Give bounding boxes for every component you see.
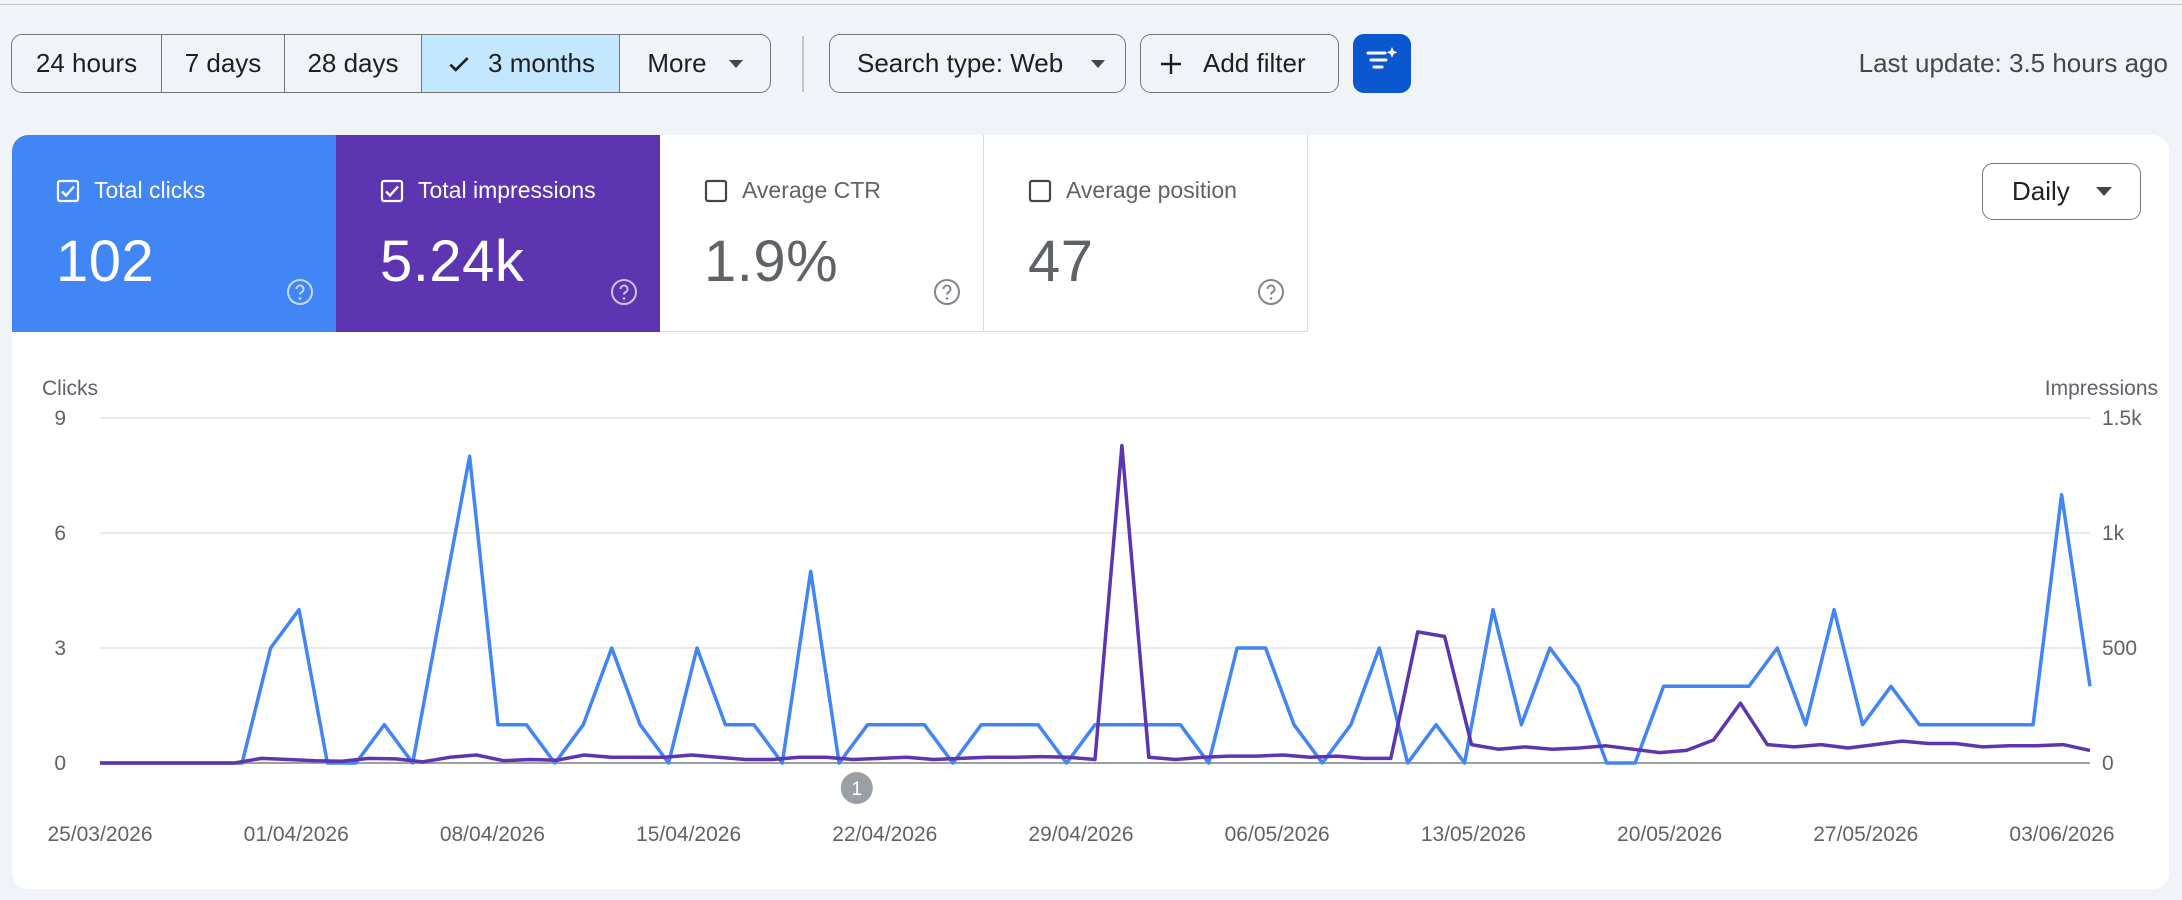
metric-value: 102 [56, 229, 155, 294]
metric-value: 47 [1028, 229, 1094, 294]
metric-total-clicks[interactable]: Total clicks 102 [12, 135, 336, 332]
range-24-hours-button[interactable]: 24 hours [12, 35, 162, 92]
metric-total-impressions[interactable]: Total impressions 5.24k [336, 135, 660, 332]
check-icon [446, 51, 472, 77]
y-left-tick-label: 0 [54, 752, 66, 775]
x-tick-label: 27/05/2026 [1813, 823, 1918, 846]
metric-value: 1.9% [704, 229, 839, 294]
checkbox-checked-icon[interactable] [380, 179, 404, 203]
ai-filter-button[interactable] [1353, 34, 1411, 93]
sparkle-filter-icon [1365, 44, 1399, 83]
checkbox-unchecked-icon[interactable] [1028, 179, 1052, 203]
y-right-tick-label: 500 [2102, 637, 2137, 660]
series-line-clicks [100, 454, 2092, 765]
caret-down-icon [1091, 59, 1106, 68]
y-right-tick-label: 0 [2102, 752, 2114, 775]
y-axis-left-title: Clicks [42, 377, 98, 400]
y-right-tick-label: 1.5k [2102, 407, 2142, 430]
annotation-marker-circle [840, 772, 873, 804]
top-divider [0, 4, 2182, 5]
x-tick-label: 22/04/2026 [832, 823, 937, 846]
date-range-selector: 24 hours 7 days 28 days 3 months More [11, 34, 771, 93]
performance-card: Total clicks 102 Total impressions 5.24k… [12, 135, 2169, 889]
help-icon[interactable] [933, 278, 961, 306]
y-left-tick-label: 6 [54, 522, 66, 545]
x-tick-label: 06/05/2026 [1225, 823, 1330, 846]
checkbox-checked-icon[interactable] [56, 179, 80, 203]
x-tick-label: 29/04/2026 [1028, 823, 1133, 846]
y-left-tick-label: 9 [54, 407, 66, 430]
annotation-marker[interactable]: 1 [840, 772, 873, 804]
x-tick-label: 15/04/2026 [636, 823, 741, 846]
search-type-dropdown[interactable]: Search type: Web [829, 34, 1126, 93]
range-28-days-button[interactable]: 28 days [285, 35, 422, 92]
y-left-tick-label: 3 [54, 637, 66, 660]
caret-down-icon [2095, 187, 2112, 196]
help-icon[interactable] [286, 278, 314, 306]
series-line-impressions [100, 443, 2091, 765]
x-tick-label: 13/05/2026 [1421, 823, 1526, 846]
caret-down-icon [728, 59, 743, 68]
checkbox-unchecked-icon[interactable] [704, 179, 728, 203]
x-tick-label: 01/04/2026 [244, 823, 349, 846]
x-tick-label: 08/04/2026 [440, 823, 545, 846]
annotation-marker-label: 1 [851, 779, 862, 800]
range-more-dropdown[interactable]: More [620, 35, 770, 92]
performance-chart: Clicks Impressions 0 3 6 9 0 500 1k 1.5k 25/03/202… [42, 377, 2158, 846]
add-filter-button[interactable]: Add filter [1140, 34, 1339, 93]
help-icon[interactable] [610, 278, 638, 306]
last-update-text: Last update: 3.5 hours ago [1858, 48, 2168, 78]
plus-icon [1159, 52, 1183, 76]
help-icon[interactable] [1257, 278, 1285, 306]
metric-average-ctr[interactable]: Average CTR 1.9% [660, 135, 984, 332]
toolbar-divider [802, 36, 804, 92]
x-tick-label: 20/05/2026 [1617, 823, 1722, 846]
metric-value: 5.24k [380, 229, 525, 294]
x-tick-label: 25/03/2026 [47, 823, 152, 846]
y-right-tick-label: 1k [2102, 522, 2125, 545]
y-axis-right-title: Impressions [2045, 377, 2158, 400]
x-tick-label: 03/06/2026 [2009, 823, 2114, 846]
range-3-months-button[interactable]: 3 months [422, 35, 620, 92]
granularity-dropdown[interactable]: Daily [1982, 163, 2141, 220]
range-7-days-button[interactable]: 7 days [162, 35, 285, 92]
metric-average-position[interactable]: Average position 47 [984, 135, 1308, 332]
